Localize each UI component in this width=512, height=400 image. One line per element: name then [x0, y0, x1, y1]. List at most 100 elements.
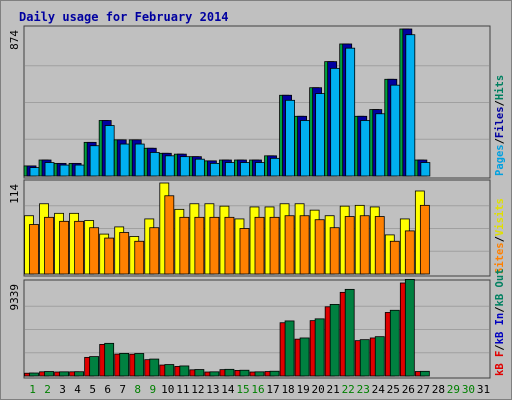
bar-hits-pages-day-24 — [375, 113, 386, 177]
bar-kbytes-kb-out-day-5 — [89, 356, 100, 377]
bar-kbytes-kb-out-day-8 — [134, 353, 145, 377]
bar-hits-pages-day-17 — [270, 157, 280, 177]
legend-entry-kb-out: kB Out — [494, 269, 506, 307]
bar-kbytes-kb-out-day-4 — [74, 371, 85, 377]
bar-hits-pages-day-11 — [179, 156, 190, 177]
x-tick-label-day-8: 8 — [134, 383, 141, 396]
bar-kbytes-kb-out-day-21 — [329, 304, 340, 377]
legend-entry-kb-in: kB In — [494, 313, 506, 345]
legend-entry-hits: Hits — [494, 75, 506, 100]
bar-kbytes-kb-out-day-7 — [119, 352, 130, 377]
legend-separator: / — [494, 138, 506, 144]
bar-visits-sites-day-4 — [74, 220, 85, 275]
bar-kbytes-kb-out-day-1 — [29, 372, 39, 377]
bar-kbytes-kb-out-day-24 — [374, 336, 385, 377]
x-tick-label-day-3: 3 — [59, 383, 66, 396]
x-tick-label-day-18: 18 — [281, 383, 294, 396]
bar-hits-pages-day-7 — [119, 143, 130, 177]
bar-visits-sites-day-13 — [209, 216, 220, 275]
x-tick-label-day-4: 4 — [74, 383, 81, 396]
x-tick-label-day-11: 11 — [176, 383, 189, 396]
x-tick-label-day-1: 1 — [29, 383, 36, 396]
x-tick-label-day-21: 21 — [327, 383, 340, 396]
x-tick-label-day-6: 6 — [104, 383, 111, 396]
bar-kbytes-kb-out-day-2 — [44, 371, 54, 377]
bar-hits-pages-day-21 — [330, 67, 341, 177]
bar-visits-sites-day-20 — [314, 219, 325, 275]
bar-hits-pages-day-19 — [300, 120, 310, 177]
axis-max-label: 9339 — [8, 284, 21, 311]
bar-hits-pages-day-16 — [255, 162, 265, 177]
bar-kbytes-kb-out-day-26 — [404, 279, 415, 377]
x-tick-label-day-22: 22 — [342, 383, 355, 396]
bar-visits-sites-day-12 — [194, 216, 205, 275]
x-tick-label-day-31: 31 — [477, 383, 490, 396]
bar-visits-sites-day-27 — [419, 204, 430, 275]
bar-kbytes-kb-out-day-6 — [104, 342, 115, 377]
bar-kbytes-kb-out-day-19 — [299, 337, 310, 377]
bar-kbytes-kb-out-day-25 — [389, 309, 400, 377]
bar-visits-sites-day-3 — [59, 220, 69, 275]
x-axis: 1 2 3 4 5 6 7 8 9 10 11 12 13 14 15 16 17 18 19 20 21 22 23 24 2… — [29, 383, 490, 396]
bar-kbytes-kb-out-day-9 — [149, 358, 160, 377]
legend-separator: / — [494, 344, 506, 350]
bar-hits-pages-day-18 — [285, 99, 295, 177]
x-tick-label-day-24: 24 — [372, 383, 386, 396]
bar-kbytes-kb-out-day-14 — [224, 368, 235, 377]
x-tick-label-day-16: 16 — [251, 383, 264, 396]
bar-hits-pages-day-15 — [240, 162, 250, 177]
axis-max-label: 114 — [8, 184, 21, 204]
x-tick-label-day-25: 25 — [387, 383, 400, 396]
bar-visits-sites-day-22 — [344, 216, 355, 275]
bar-visits-sites-day-6 — [104, 237, 115, 275]
bar-hits-pages-day-4 — [74, 164, 85, 177]
bar-hits-pages-day-5 — [89, 145, 100, 177]
bar-visits-sites-day-5 — [89, 227, 100, 275]
x-tick-label-day-28: 28 — [432, 383, 445, 396]
bar-visits-sites-day-19 — [299, 215, 310, 275]
bar-kbytes-kb-out-day-13 — [209, 371, 220, 377]
series-legend-label: Sites/Visits — [494, 198, 506, 274]
bar-kbytes-kb-out-day-17 — [269, 370, 280, 377]
bar-hits-pages-day-8 — [134, 143, 145, 177]
bar-kbytes-kb-out-day-10 — [164, 364, 175, 377]
bar-visits-sites-day-18 — [284, 215, 295, 275]
bar-visits-sites-day-10 — [164, 195, 175, 275]
bar-visits-sites-day-9 — [149, 227, 160, 275]
bar-kbytes-kb-out-day-15 — [239, 369, 250, 377]
x-tick-label-day-30: 30 — [462, 383, 475, 396]
bar-hits-pages-day-3 — [59, 164, 70, 177]
x-tick-label-day-20: 20 — [312, 383, 325, 396]
bar-visits-sites-day-14 — [224, 216, 235, 275]
x-tick-label-day-19: 19 — [296, 383, 309, 396]
x-tick-label-day-12: 12 — [191, 383, 204, 396]
x-tick-label-day-13: 13 — [206, 383, 219, 396]
bar-visits-sites-day-15 — [239, 228, 250, 275]
x-tick-label-day-5: 5 — [89, 383, 96, 396]
bar-hits-pages-day-10 — [164, 155, 175, 177]
x-tick-label-day-9: 9 — [149, 383, 156, 396]
chart-title: Daily usage for February 2014 — [19, 10, 229, 24]
bar-hits-pages-day-9 — [149, 152, 160, 177]
x-tick-label-day-10: 10 — [161, 383, 174, 396]
bar-kbytes-kb-out-day-16 — [254, 371, 265, 377]
bar-kbytes-kb-out-day-27 — [419, 370, 430, 377]
bar-hits-pages-day-2 — [44, 162, 55, 177]
x-tick-label-day-17: 17 — [266, 383, 279, 396]
bar-hits-pages-day-22 — [345, 47, 356, 177]
bar-hits-pages-day-23 — [360, 120, 371, 177]
x-tick-label-day-14: 14 — [221, 383, 235, 396]
bar-hits-pages-day-1 — [29, 167, 40, 177]
x-tick-label-day-27: 27 — [417, 383, 430, 396]
legend-entry-files: Files — [494, 106, 506, 138]
bar-visits-sites-day-26 — [404, 230, 415, 275]
bar-kbytes-kb-out-day-3 — [59, 371, 69, 377]
bar-visits-sites-day-24 — [374, 216, 385, 275]
bar-kbytes-kb-out-day-22 — [344, 288, 355, 377]
axis-max-label: 874 — [8, 30, 21, 50]
bar-kbytes-kb-out-day-20 — [314, 318, 325, 377]
x-tick-label-day-15: 15 — [236, 383, 249, 396]
bar-visits-sites-day-17 — [269, 216, 280, 275]
